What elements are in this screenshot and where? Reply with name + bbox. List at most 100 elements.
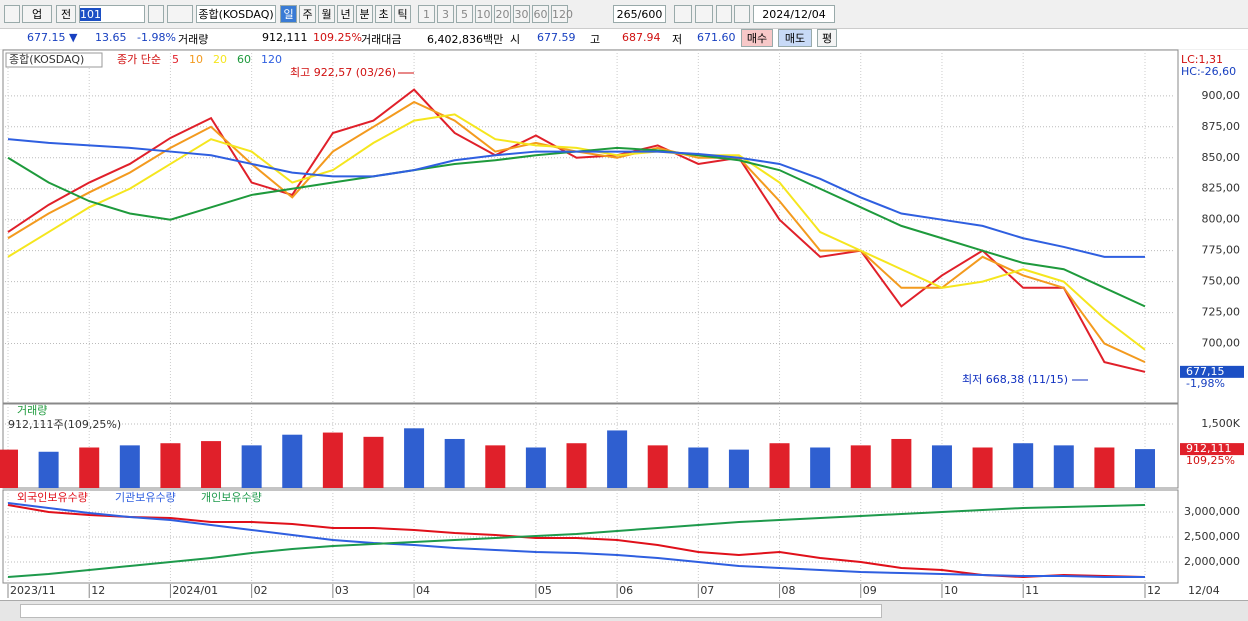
x-tick-label: 03 (335, 584, 349, 597)
period-button[interactable]: 틱 (394, 5, 411, 23)
volume-bar (322, 432, 343, 488)
x-tick-label: 05 (538, 584, 552, 597)
span-button[interactable]: 5 (456, 5, 473, 23)
prev-button[interactable]: 전 (56, 5, 76, 23)
period-button[interactable]: 초 (375, 5, 392, 23)
panel-border (2, 49, 1179, 404)
count-max: /600 (637, 8, 663, 21)
volume-bar (363, 436, 384, 488)
span-button[interactable]: 3 (437, 5, 454, 23)
y-tick-label: 700,00 (1202, 337, 1241, 350)
x-tick-label: 04 (416, 584, 430, 597)
tool-button[interactable] (674, 5, 692, 23)
chart-title: 종합(KOSDAQ) (9, 53, 84, 66)
change: 13.65 (95, 31, 127, 44)
period-button[interactable]: 월 (318, 5, 335, 23)
x-tick-label: 2024/01 (172, 584, 218, 597)
y-tick-label: 725,00 (1202, 306, 1241, 319)
last-volume-box (1180, 443, 1244, 456)
low: 671.60 (697, 31, 736, 44)
span-button[interactable]: 10 (475, 5, 492, 23)
sell-button[interactable]: 매도 (778, 29, 812, 47)
open-label: 시 (510, 33, 521, 46)
y-tick-label: 2,500,000 (1184, 530, 1240, 543)
volume-bar (1053, 445, 1074, 488)
market-select[interactable]: 업 (22, 5, 52, 23)
settings-button[interactable] (734, 5, 750, 23)
save-button[interactable] (716, 5, 732, 23)
high-label: 고 (590, 33, 601, 46)
y-tick-label: 2,000,000 (1184, 555, 1240, 568)
panel-border (2, 403, 1179, 489)
sound-button[interactable] (167, 5, 193, 23)
period-button[interactable]: 년 (337, 5, 354, 23)
change-pct: -1.98% (137, 31, 176, 44)
panel-border (2, 489, 1179, 584)
amount: 6,402,836백만 (427, 33, 504, 46)
legend-entry: 20 (213, 53, 227, 66)
y-tick-label: 775,00 (1202, 244, 1241, 257)
count-field[interactable]: 265/600 (613, 5, 666, 23)
hc-label: HC:-26,60 (1181, 65, 1236, 78)
y-tick-label: 3,000,000 (1184, 505, 1240, 518)
period-button[interactable]: 주 (299, 5, 316, 23)
series-line (7, 504, 1146, 578)
volume-bar (891, 438, 912, 488)
volume-bar (728, 449, 749, 488)
volume-bar (79, 447, 100, 488)
legend-entry: 120 (261, 53, 282, 66)
last-volume: 912,111 (1186, 442, 1232, 455)
volume-bar (1013, 443, 1034, 488)
x-tick-label: 11 (1025, 584, 1039, 597)
x-tick-label: 06 (619, 584, 633, 597)
panel-subtitle: 912,111주(109,25%) (8, 418, 121, 431)
y-tick-label: 900,00 (1202, 89, 1241, 102)
volume-bar (404, 428, 425, 488)
series-line (7, 502, 1145, 578)
volume-bar (1135, 449, 1155, 488)
lc-label: LC:1,31 (1181, 53, 1223, 66)
period-button[interactable]: 분 (356, 5, 373, 23)
open: 677.59 (537, 31, 576, 44)
volume-bar (485, 445, 506, 488)
volume-bar (119, 445, 140, 488)
span-button[interactable]: 120 (551, 5, 573, 23)
span-button[interactable]: 60 (532, 5, 549, 23)
x-tick-label: 07 (700, 584, 714, 597)
name-field: 종합(KOSDAQ) (196, 5, 276, 23)
period-button[interactable]: 일 (280, 5, 297, 23)
x-end-label: 12/04 (1188, 584, 1220, 597)
high: 687.94 (622, 31, 661, 44)
series-line (7, 88, 1146, 373)
scroll-track[interactable] (20, 604, 882, 618)
legend-entry: 기관보유수량 (115, 491, 176, 504)
x-tick-label: 02 (254, 584, 268, 597)
volume-bar (38, 451, 59, 488)
last-pct: -1,98% (1186, 377, 1225, 390)
volume-pct: 109.25% (313, 31, 362, 44)
x-tick-label: 12 (1147, 584, 1161, 597)
search-button[interactable] (148, 5, 164, 23)
span-button[interactable]: 20 (494, 5, 511, 23)
x-tick-label: 10 (944, 584, 958, 597)
icon-button[interactable] (4, 5, 20, 23)
code-input[interactable]: 101 (79, 5, 145, 23)
x-tick-label: 08 (782, 584, 796, 597)
volume-bar (647, 445, 668, 488)
volume-bar (810, 447, 831, 488)
volume-bar (0, 449, 18, 488)
date-field[interactable]: 2024/12/04 (753, 5, 835, 23)
buy-button[interactable]: 매수 (741, 29, 773, 47)
eval-button[interactable]: 평 (817, 29, 837, 47)
x-tick-label: 12 (91, 584, 105, 597)
volume-bar (850, 445, 871, 488)
series-line (7, 504, 1146, 579)
tool-button[interactable] (695, 5, 713, 23)
code-text: 101 (80, 8, 101, 21)
span-button[interactable]: 30 (513, 5, 530, 23)
x-axis-bg (0, 584, 1248, 599)
annotation: 최저 668,38 (11/15) (962, 373, 1068, 386)
legend-entry: 60 (237, 53, 251, 66)
legend-entry: 5 (172, 53, 179, 66)
span-button[interactable]: 1 (418, 5, 435, 23)
